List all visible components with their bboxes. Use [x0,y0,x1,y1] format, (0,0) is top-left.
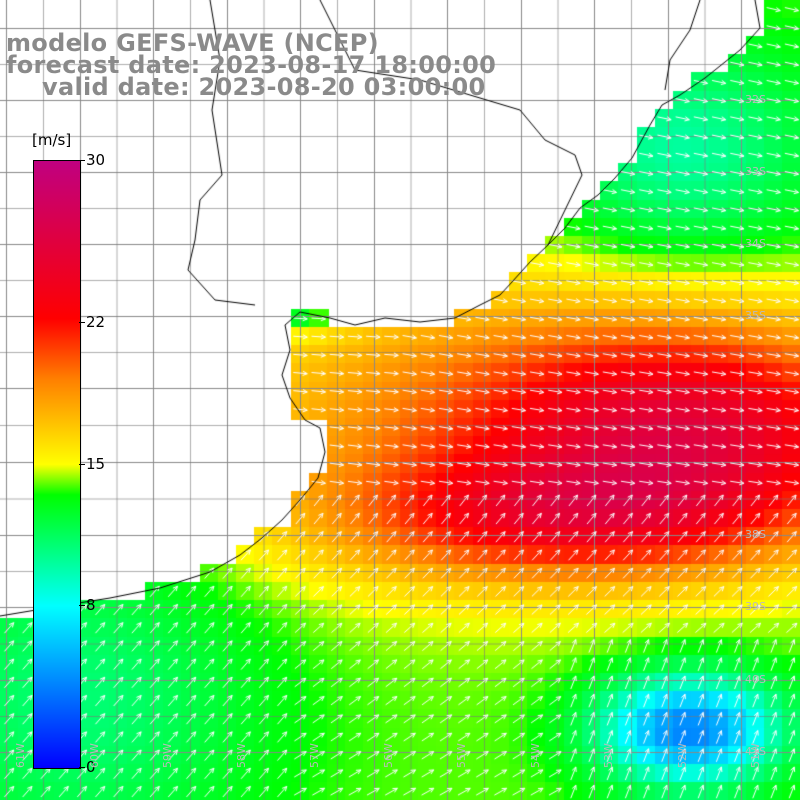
longitude-label: 61W [14,743,27,768]
latitude-label: 32S [745,93,766,106]
colorbar [33,160,81,769]
latitude-label: 34S [745,237,766,250]
colorbar-tick-mark [79,767,85,768]
title-model: modelo GEFS-WAVE (NCEP) [6,29,379,57]
latitude-label: 38S [745,528,766,541]
longitude-label: 52W [676,743,689,768]
colorbar-tick-label: 22 [86,312,106,331]
longitude-label: 55W [455,743,468,768]
colorbar-tick-label: 15 [86,454,106,473]
longitude-label: 60W [88,743,101,768]
colorbar-tick-label: 8 [86,596,96,615]
colorbar-unit-label: [m/s] [32,131,72,149]
colorbar-tick-mark [79,463,85,465]
latitude-label: 39S [745,600,766,613]
longitude-label: 53W [602,743,615,768]
latitude-label: 40S [745,673,766,686]
longitude-label: 58W [235,743,248,768]
title-valid-date: valid date: 2023-08-20 03:00:00 [42,73,486,101]
longitude-label: 59W [161,743,174,768]
latitude-label: 41S [745,745,766,758]
colorbar-tick-mark [79,321,85,323]
colorbar-tick-label: 30 [86,151,106,169]
latitude-label: 33S [745,165,766,178]
longitude-label: 56W [382,743,395,768]
longitude-label: 57W [308,743,321,768]
colorbar-tick-label: 0 [86,758,96,776]
colorbar-tick-mark [79,160,85,161]
latitude-label: 35S [745,309,766,322]
colorbar-tick-mark [79,605,85,607]
longitude-label: 51W [749,743,762,768]
title-forecast-date: forecast date: 2023-08-17 18:00:00 [6,51,497,79]
longitude-label: 54W [529,743,542,768]
